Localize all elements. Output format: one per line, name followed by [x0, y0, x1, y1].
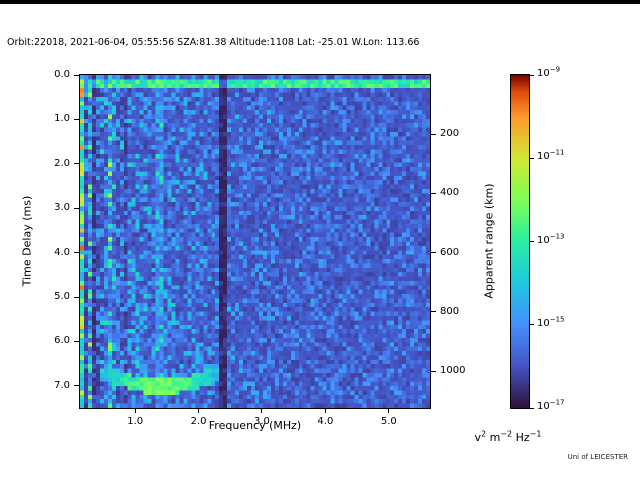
range-axis-tick: [431, 370, 436, 372]
x-axis-tick-label: 3.0: [254, 416, 270, 427]
y-axis-tick: [74, 385, 79, 387]
colorbar-tick: [530, 157, 534, 159]
x-axis-tick-label: 1.0: [127, 416, 144, 427]
range-axis-tick: [431, 252, 436, 254]
plot-title: Orbit:22018, 2021-06-04, 05:55:56 SZA:81…: [7, 37, 420, 48]
y-axis-tick-label: 4.0: [54, 246, 70, 258]
range-axis-tick: [431, 192, 436, 194]
x-axis-tick: [134, 409, 136, 413]
figure-top-border: [0, 0, 640, 4]
colorbar-gradient: [511, 75, 529, 408]
x-axis-tick: [198, 409, 200, 413]
y-axis-tick-label: 5.0: [54, 291, 70, 302]
y-axis-tick: [74, 74, 79, 76]
y-axis-tick-label: 7.0: [54, 379, 70, 391]
y-axis-tick: [74, 163, 79, 165]
y-axis-label-right: Apparent range (km): [482, 183, 496, 299]
y-axis-tick: [74, 118, 79, 120]
x-axis-tick-label: 2.0: [190, 416, 207, 427]
x-axis-tick: [324, 409, 326, 413]
y-axis-tick-label: 2.0: [54, 157, 70, 169]
colorbar-tick-label: 10−13: [537, 232, 565, 246]
y-axis-tick: [74, 252, 79, 254]
y-axis-label-left: Time Delay (ms): [20, 195, 34, 287]
colorbar-tick: [530, 324, 534, 326]
colorbar-tick-label: 10−17: [537, 398, 565, 412]
colorbar-unit-label: v2 m−2 Hz−1: [474, 429, 542, 444]
y-axis-tick: [74, 296, 79, 298]
y-axis-tick-label: 0.0: [54, 69, 70, 80]
y-axis-tick-label: 1.0: [54, 113, 70, 125]
y-axis-tick-label: 6.0: [54, 335, 70, 347]
range-axis-tick-label: 400: [440, 187, 460, 199]
colorbar-tick-label: 10−15: [537, 315, 565, 329]
colorbar-tick-label: 10−9: [537, 65, 561, 79]
range-axis-tick-label: 800: [440, 305, 460, 317]
range-axis-tick: [431, 133, 436, 135]
credit-text: Uni of LEICESTER: [567, 453, 628, 461]
colorbar-tick: [530, 407, 534, 409]
range-axis-tick-label: 600: [440, 246, 460, 258]
x-axis-label: Frequency (MHz): [208, 419, 302, 432]
range-axis-tick-label: 1000: [440, 365, 466, 376]
range-axis-tick: [431, 311, 436, 313]
colorbar-tick: [530, 74, 534, 76]
colorbar-tick-label: 10−11: [537, 148, 565, 163]
range-axis-tick-label: 200: [440, 128, 460, 140]
colorbar-tick: [530, 241, 534, 242]
y-axis-tick: [74, 340, 79, 342]
x-axis-tick: [388, 409, 390, 413]
spectrogram-heatmap: [80, 75, 430, 408]
y-axis-tick: [74, 207, 79, 209]
y-axis-tick-label: 3.0: [54, 202, 70, 214]
x-axis-tick-label: 4.0: [317, 416, 334, 427]
x-axis-tick: [261, 409, 263, 413]
x-axis-tick-label: 5.0: [380, 416, 397, 427]
